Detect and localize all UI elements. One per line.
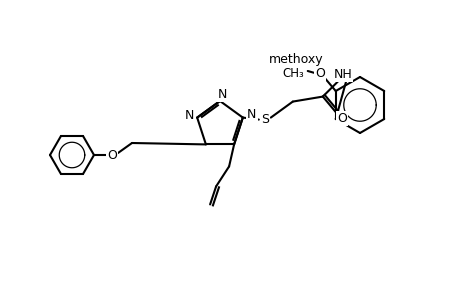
Text: N: N [184,109,193,122]
Text: N: N [217,88,226,100]
Text: O: O [336,112,346,125]
Text: O: O [314,67,324,80]
Text: O: O [107,148,117,161]
Text: N: N [246,108,256,121]
Text: methoxy: methoxy [268,52,322,65]
Text: S: S [260,113,268,126]
Text: NH: NH [333,68,352,81]
Text: CH₃: CH₃ [281,67,303,80]
